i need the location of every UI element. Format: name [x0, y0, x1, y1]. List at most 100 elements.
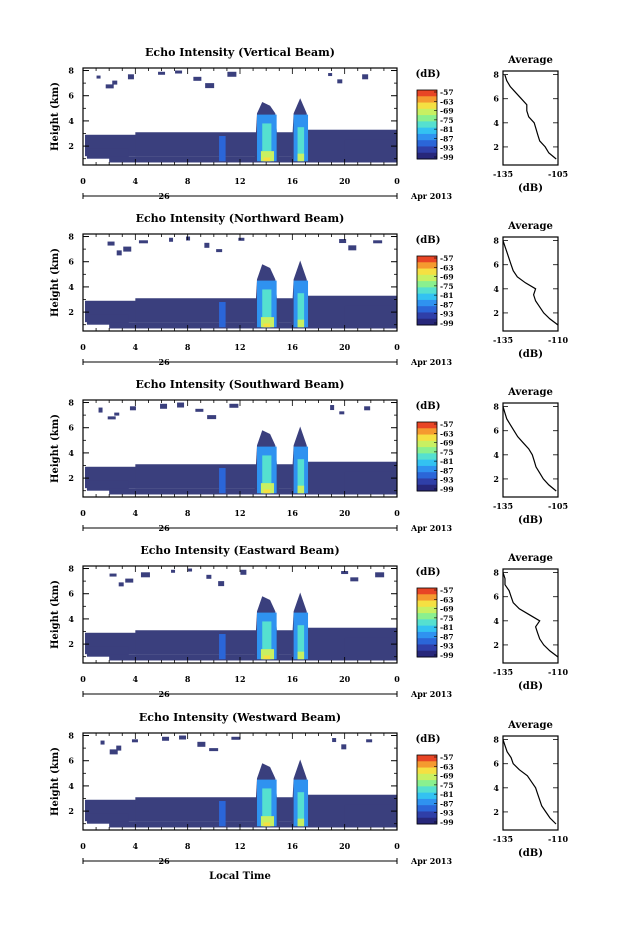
colorbar-swatch	[417, 472, 437, 479]
scatter-echo	[341, 571, 349, 575]
colorbar-tick-label: -93	[440, 310, 454, 319]
x-tick-label: 20	[339, 176, 351, 186]
echo-core-peak-1	[260, 649, 275, 660]
x-tick-label: 16	[287, 342, 299, 352]
average-y-tick-label: 8	[493, 402, 499, 412]
colorbar-unit: (dB)	[416, 235, 441, 246]
echo-layer-base	[109, 654, 398, 661]
echo-core-1	[219, 136, 226, 162]
average-y-tick-label: 4	[493, 450, 499, 460]
echo-core-inner-1	[262, 621, 272, 660]
colorbar-swatch	[417, 792, 437, 800]
colorbar-swatch	[417, 594, 437, 602]
date-day-label: 26	[159, 856, 171, 866]
scatter-echo	[350, 577, 359, 582]
colorbar-swatch	[417, 115, 437, 122]
average-frame	[502, 402, 559, 498]
colorbar-swatch	[417, 773, 437, 781]
colorbar-swatch	[417, 817, 437, 825]
y-tick-label: 4	[68, 614, 74, 624]
colorbar-swatch	[417, 465, 437, 473]
echo-core-max	[263, 489, 271, 494]
scatter-echo	[197, 741, 206, 747]
x-tick-label: 8	[185, 342, 191, 352]
panel-title: Echo Intensity (Westward Beam)	[139, 711, 341, 724]
date-month-label: Apr 2013	[410, 856, 453, 866]
colorbar-swatch	[417, 619, 437, 627]
scatter-echo	[138, 240, 148, 244]
panel-title: Echo Intensity (Northward Beam)	[136, 212, 345, 225]
colorbar-tick-label: -81	[440, 457, 454, 466]
panel-2: Echo Intensity (Northward Beam) 2 4 6 8 Heigh…	[50, 212, 568, 367]
echo-core-inner-1	[262, 289, 272, 328]
echo-core-peak-2	[297, 651, 305, 660]
colorbar-tick-label: -93	[440, 809, 454, 818]
colorbar-swatch	[417, 625, 437, 633]
scatter-echo	[131, 739, 138, 743]
echo-core-inner-2	[297, 625, 305, 660]
colorbar-tick-label: -93	[440, 144, 454, 153]
scatter-echo	[364, 406, 371, 411]
colorbar-swatch	[417, 140, 437, 147]
x-tick-label: 16	[287, 841, 299, 851]
echo-core-max	[263, 822, 271, 827]
date-day-label: 26	[159, 523, 171, 533]
echo-core-peak-2	[297, 818, 305, 827]
colorbar-swatch	[417, 478, 437, 486]
echo-core-inner-2	[297, 127, 305, 162]
average-y-tick-label: 8	[493, 70, 499, 80]
average-x-tick-label: -110	[548, 335, 568, 345]
x-tick-label: 12	[234, 674, 245, 684]
average-x-axis-label: (dB)	[518, 848, 543, 859]
x-tick-label: 0	[394, 176, 400, 186]
colorbar-swatch	[417, 459, 437, 467]
average-x-tick-label: -105	[548, 169, 568, 179]
colorbar-swatch	[417, 631, 437, 639]
date-month-label: Apr 2013	[410, 357, 453, 367]
colorbar-swatch	[417, 434, 437, 442]
colorbar-tick-label: -99	[440, 485, 454, 494]
average-x-tick-label: -135	[493, 501, 513, 511]
x-tick-label: 16	[287, 176, 299, 186]
x-tick-label: 0	[394, 342, 400, 352]
average-title: Average	[507, 553, 553, 564]
scatter-echo	[348, 245, 357, 251]
scatter-echo	[229, 403, 239, 408]
colorbar-tick-label: -69	[440, 107, 454, 116]
colorbar-swatch	[417, 274, 437, 282]
echo-layer-low	[86, 148, 129, 159]
colorbar-tick-label: -63	[440, 762, 454, 771]
colorbar-swatch	[417, 650, 437, 658]
average-frame	[502, 735, 559, 831]
colorbar-swatch	[417, 440, 437, 448]
panel-3: Echo Intensity (Southward Beam) 2 4 6 8 Heigh…	[50, 378, 568, 533]
scatter-echo	[330, 405, 335, 411]
colorbar-swatch	[417, 256, 437, 263]
y-axis-label: Height (km)	[50, 580, 61, 649]
scatter-echo	[341, 744, 347, 750]
echo-core-peak-2	[297, 319, 305, 328]
y-tick-label: 2	[68, 639, 74, 649]
y-tick-label: 8	[68, 232, 74, 242]
echo-layer-base	[109, 322, 398, 329]
y-tick-label: 4	[68, 116, 74, 126]
average-x-axis-label: (dB)	[518, 681, 543, 692]
colorbar-tick-label: -69	[440, 772, 454, 781]
x-tick-label: 4	[133, 176, 139, 186]
average-x-tick-label: -135	[493, 667, 513, 677]
average-profile-line	[502, 739, 557, 825]
echo-layer-base	[109, 821, 398, 828]
colorbar-swatch	[417, 262, 437, 270]
average-y-tick-label: 2	[493, 640, 499, 650]
y-tick-label: 4	[68, 282, 74, 292]
scatter-echo	[206, 574, 212, 579]
colorbar-swatch	[417, 268, 437, 276]
scatter-echo	[109, 749, 118, 755]
colorbar-swatch	[417, 613, 437, 620]
y-tick-label: 6	[68, 257, 74, 267]
colorbar-tick-label: -75	[440, 781, 454, 790]
scatter-echo	[107, 416, 116, 420]
colorbar-frame	[416, 421, 438, 492]
colorbar-tick-label: -63	[440, 263, 454, 272]
